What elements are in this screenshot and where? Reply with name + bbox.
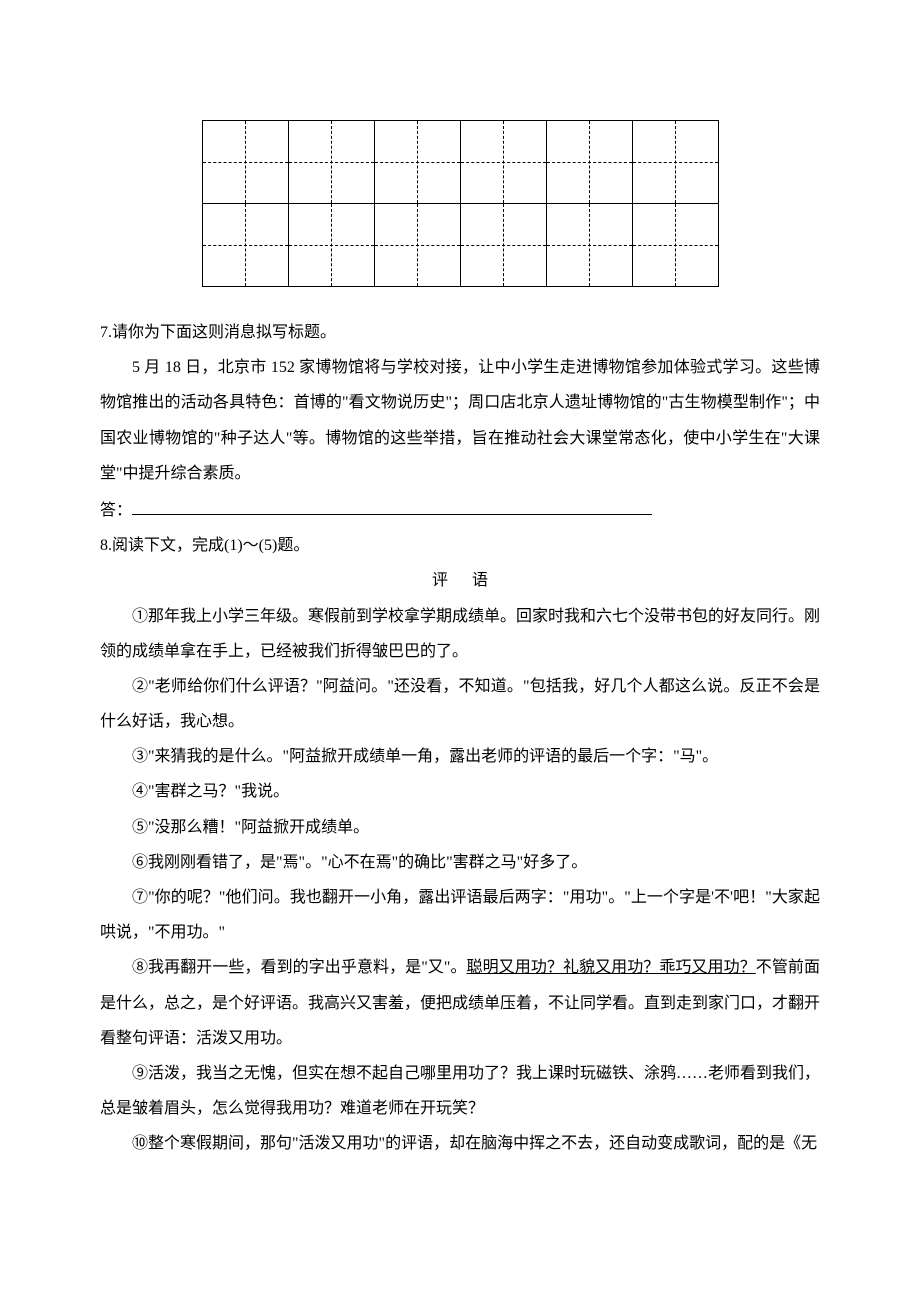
q8-para: ⑧我再翻开一些，看到的字出乎意料，是"又"。聪明又用功？礼貌又用功？乖巧又用功？…: [100, 950, 820, 1056]
char-cell: [547, 204, 632, 286]
char-cell: [203, 204, 288, 286]
q8-para: ③"来猜我的是什么。"阿益掀开成绩单一角，露出老师的评语的最后一个字："马"。: [100, 739, 820, 774]
q8-para: ④"害群之马？"我说。: [100, 774, 820, 809]
char-cell: [461, 121, 546, 203]
q8-prompt: 8.阅读下文，完成(1)～(5)题。: [100, 528, 820, 563]
q8-para8-underline: 聪明又用功？礼貌又用功？乖巧又用功？: [467, 959, 756, 976]
q8-para: ⑤"没那么糟！"阿益掀开成绩单。: [100, 810, 820, 845]
char-cell: [633, 121, 718, 203]
char-grid-wrap: [100, 120, 820, 287]
q7-prompt: 7.请你为下面这则消息拟写标题。: [100, 315, 820, 350]
q8-para: ②"老师给你们什么评语？"阿益问。"还没看，不知道。"包括我，好几个人都这么说。…: [100, 669, 820, 739]
page: 7.请你为下面这则消息拟写标题。 5 月 18 日，北京市 152 家博物馆将与…: [0, 0, 920, 1302]
q7-answer-line: 答：: [100, 493, 820, 528]
q8-para: ⑨活泼，我当之无愧，但实在想不起自己哪里用功了？我上课时玩磁铁、涂鸦……老师看到…: [100, 1056, 820, 1126]
q8-para: ⑩整个寒假期间，那句"活泼又用功"的评语，却在脑海中挥之不去，还自动变成歌词，配…: [100, 1126, 820, 1161]
q7-body: 5 月 18 日，北京市 152 家博物馆将与学校对接，让中小学生走进博物馆参加…: [100, 350, 820, 491]
char-cell: [289, 121, 374, 203]
q7-blank[interactable]: [132, 499, 652, 515]
q8-title: 评语: [100, 563, 820, 598]
char-cell: [289, 204, 374, 286]
q8-body: ①那年我上小学三年级。寒假前到学校拿学期成绩单。回家时我和六七个没带书包的好友同…: [100, 599, 820, 1162]
char-cell: [547, 121, 632, 203]
char-cell: [375, 204, 460, 286]
char-cell: [375, 121, 460, 203]
char-grid: [202, 120, 719, 287]
char-cell: [203, 121, 288, 203]
q8-para: ⑥我刚刚看错了，是"焉"。"心不在焉"的确比"害群之马"好多了。: [100, 845, 820, 880]
q8-para: ①那年我上小学三年级。寒假前到学校拿学期成绩单。回家时我和六七个没带书包的好友同…: [100, 599, 820, 669]
char-cell: [461, 204, 546, 286]
char-cell: [633, 204, 718, 286]
q7-answer-label: 答：: [100, 502, 132, 519]
q8-para: ⑦"你的呢？"他们问。我也翻开一小角，露出评语最后两字："用功"。"上一个字是'…: [100, 880, 820, 950]
